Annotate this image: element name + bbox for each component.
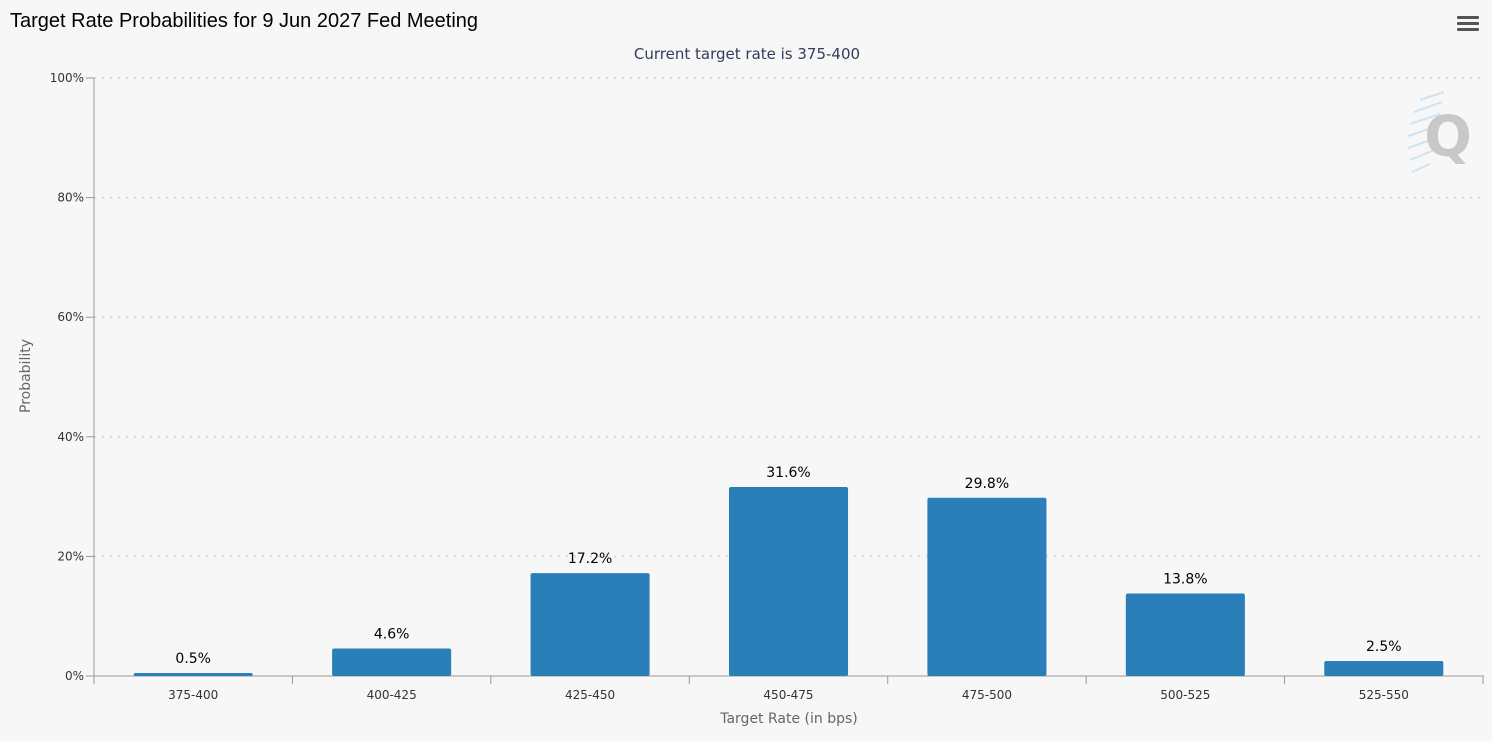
x-tick-label: 450-475: [763, 688, 813, 702]
watermark-letter: Q: [1424, 105, 1472, 170]
grid-lines: [94, 77, 1484, 558]
y-tick-label: 40%: [57, 430, 84, 444]
bar[interactable]: [332, 648, 452, 676]
x-tick-label: 525-550: [1359, 688, 1409, 702]
x-tick-label: 475-500: [962, 688, 1012, 702]
bar[interactable]: [1125, 593, 1245, 676]
y-tick-label: 80%: [57, 191, 84, 205]
chart-subtitle: Current target rate is 375-400: [634, 45, 860, 63]
bar[interactable]: [1324, 661, 1444, 676]
bar-data-label: 17.2%: [568, 551, 612, 567]
bar[interactable]: [530, 573, 650, 676]
x-tick-label: 375-400: [168, 688, 218, 702]
bar-series: 0.5% 4.6% 17.2% 31.6% 29.8% 13.8% 2.5%: [133, 465, 1444, 676]
y-tick-label: 20%: [57, 549, 84, 563]
hamburger-menu-icon[interactable]: [1454, 16, 1482, 38]
bar-data-label: 0.5%: [175, 651, 211, 667]
bar-data-label: 13.8%: [1163, 571, 1207, 587]
y-tick-label: 100%: [50, 71, 84, 85]
x-tick-label: 425-450: [565, 688, 615, 702]
y-axis-title: Probability: [18, 339, 34, 413]
bar[interactable]: [728, 487, 849, 676]
bar[interactable]: [927, 497, 1047, 676]
y-tick-label: 60%: [57, 310, 84, 324]
bar-data-label: 29.8%: [965, 476, 1009, 492]
bar-data-label: 2.5%: [1366, 639, 1402, 655]
x-tick-label: 400-425: [367, 688, 417, 702]
bar[interactable]: [133, 673, 253, 676]
bar-data-label: 31.6%: [766, 465, 810, 481]
chart-title: Target Rate Probabilities for 9 Jun 2027…: [10, 10, 479, 32]
x-tick-label: 500-525: [1160, 688, 1210, 702]
bar-data-label: 4.6%: [374, 626, 410, 642]
y-tick-label: 0%: [65, 669, 84, 683]
quikstrike-logo-icon: Q: [1407, 91, 1472, 173]
x-axis-title: Target Rate (in bps): [719, 711, 858, 727]
x-axis-ticks: 375-400 400-425 425-450 450-475 475-500 500-5…: [93, 676, 1484, 702]
y-axis-ticks: 0% 20% 40% 60% 80% 100%: [50, 71, 94, 683]
